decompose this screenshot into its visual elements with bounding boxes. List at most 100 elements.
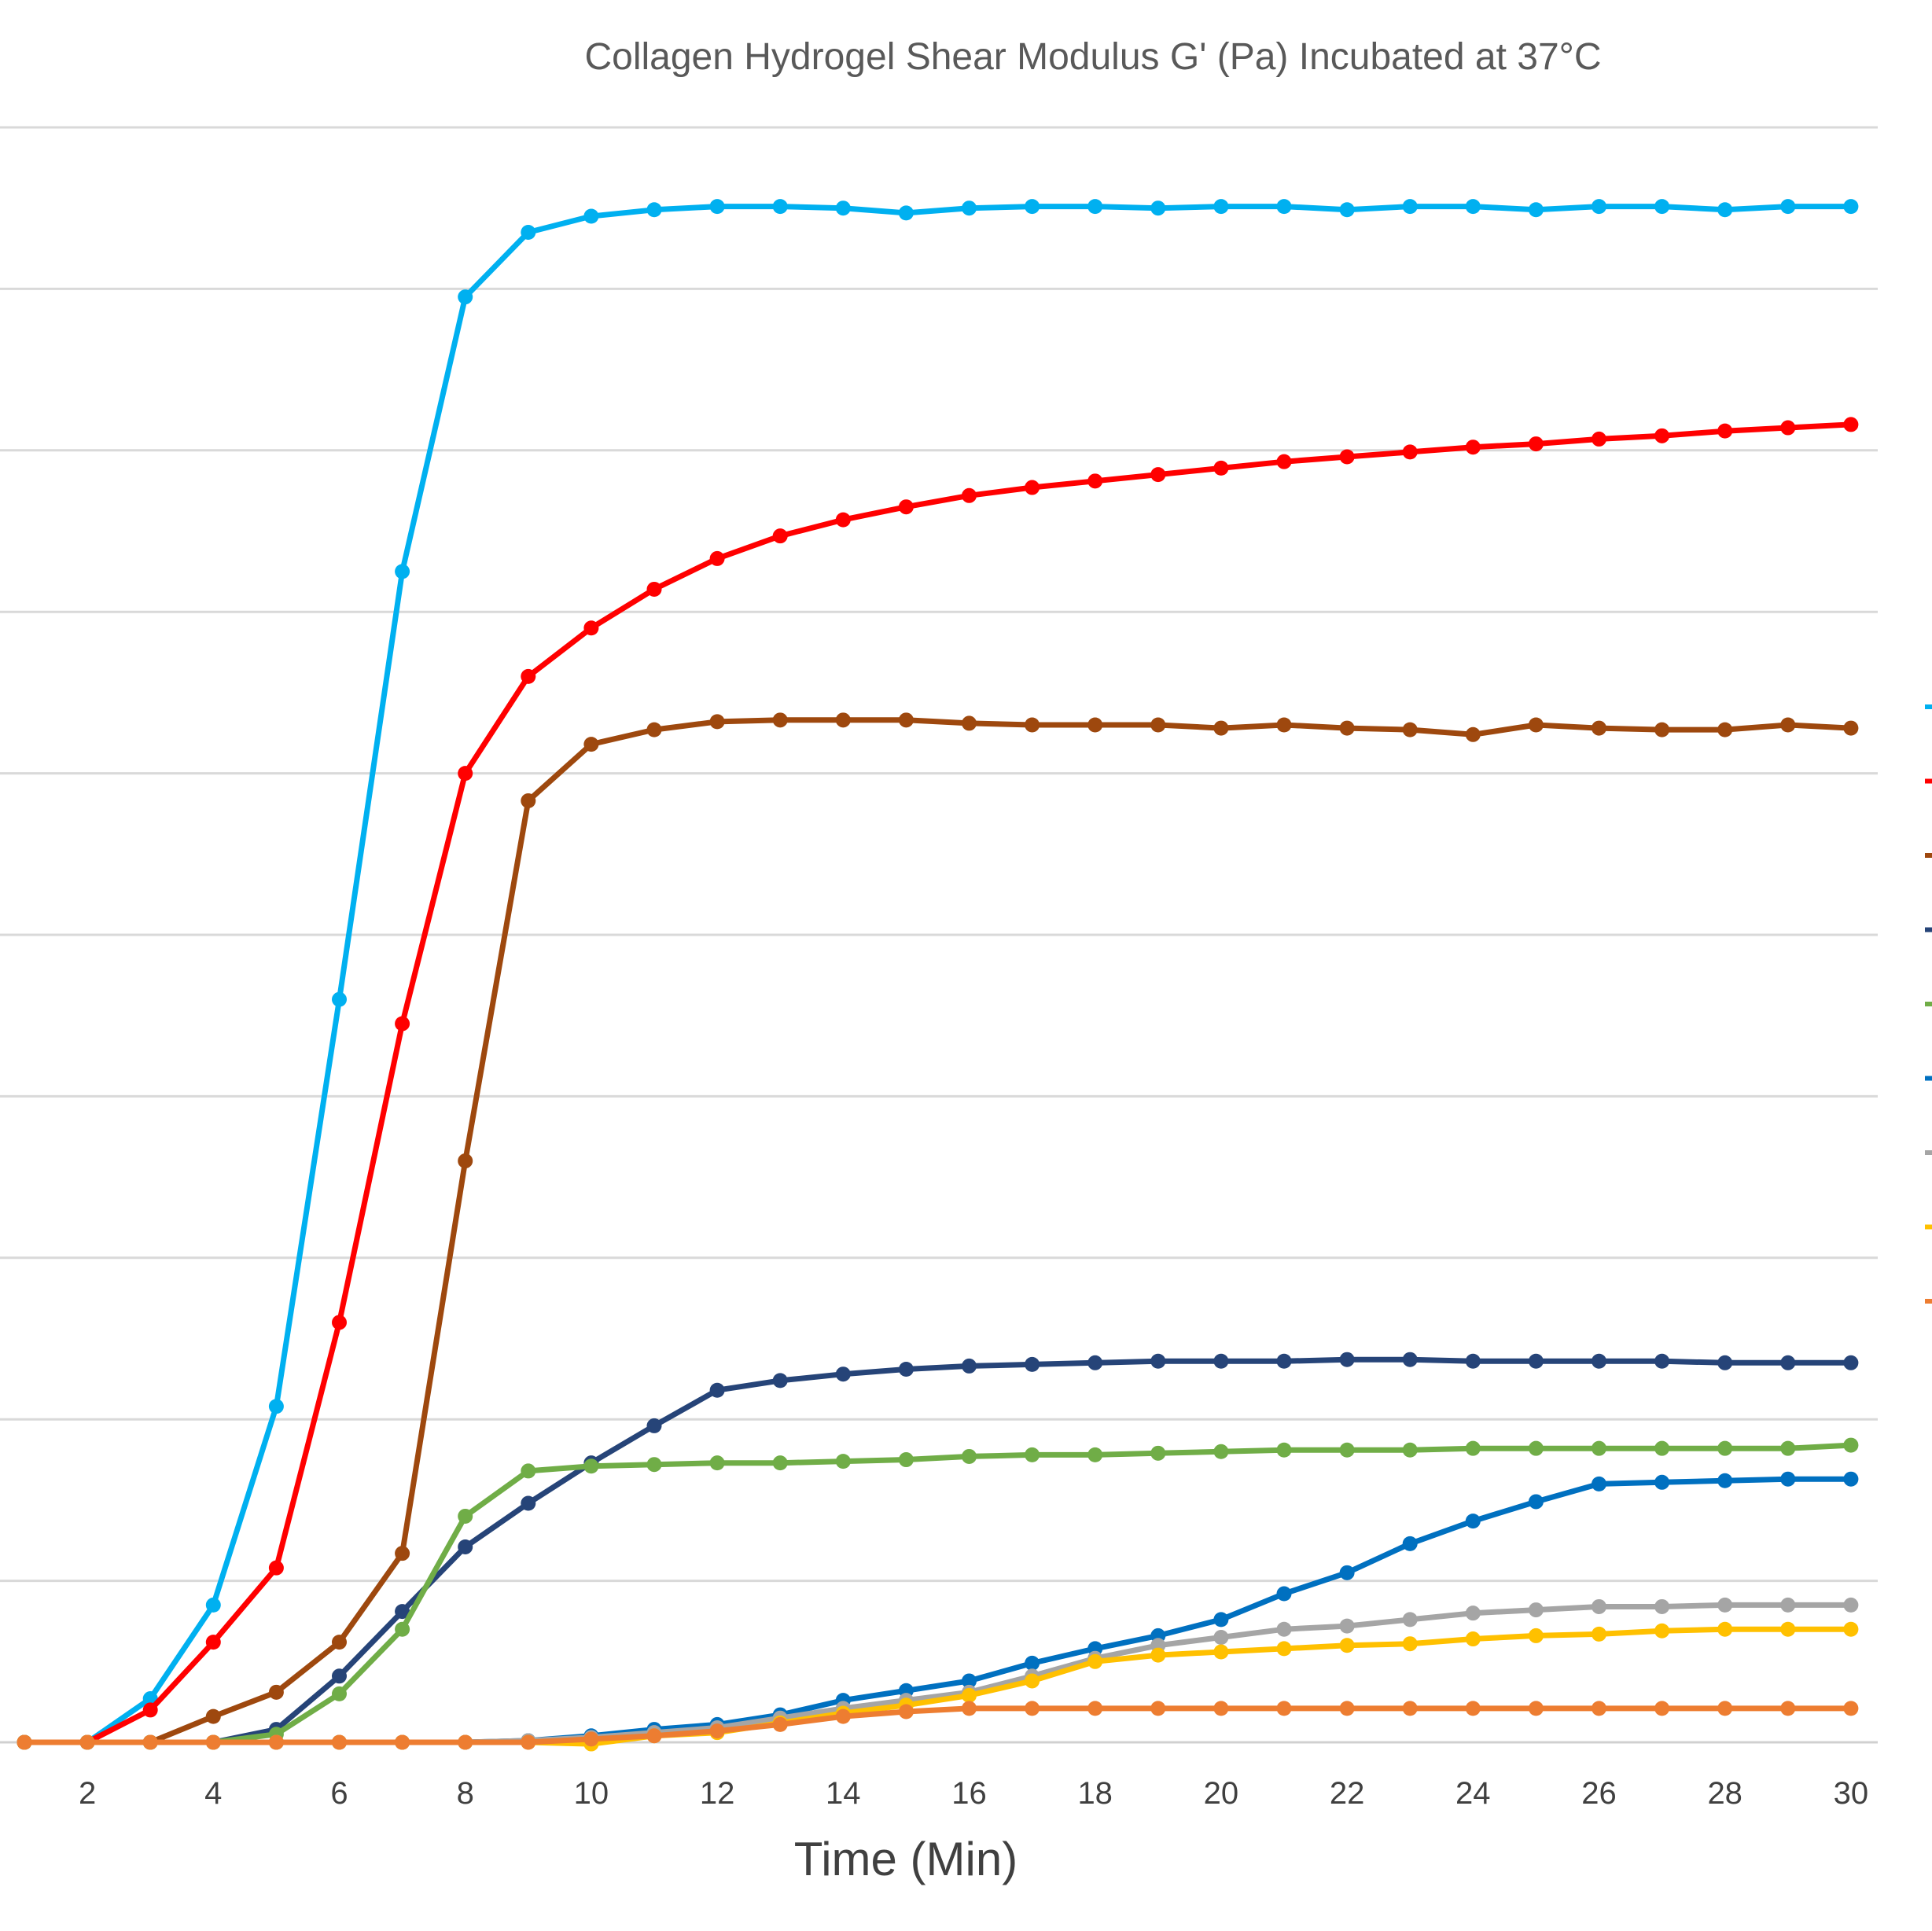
series-0-line <box>21 204 1854 1745</box>
series-7-point <box>962 1687 977 1703</box>
series-4-point <box>1592 1440 1606 1456</box>
series-0-point <box>1025 199 1040 215</box>
series-2-point <box>1528 717 1544 733</box>
series-0-point <box>962 200 977 216</box>
series-5-point <box>1654 1474 1670 1490</box>
chart-title: Collagen Hydrogel Shear Modulus G' (Pa) … <box>584 36 1601 78</box>
legend <box>1925 704 1932 1304</box>
series-3-point <box>458 1539 473 1554</box>
series-1-line <box>21 421 1854 1745</box>
series-0-point <box>583 208 599 224</box>
series-0-point <box>1402 199 1418 215</box>
series-4-point <box>1780 1440 1796 1456</box>
series-3-point <box>1592 1353 1606 1369</box>
series-7-point <box>1717 1621 1733 1637</box>
series-2-point <box>268 1684 284 1700</box>
series-4-point <box>962 1448 977 1464</box>
series-7-point <box>1592 1626 1606 1642</box>
series-3-point <box>1465 1353 1481 1369</box>
series-5-point <box>1276 1586 1292 1602</box>
series-1-point <box>268 1560 284 1576</box>
series-4-point <box>395 1621 410 1637</box>
series-8-point <box>1592 1701 1606 1716</box>
series-4-point <box>1087 1447 1103 1462</box>
x-tick-label: 4 <box>204 1776 222 1811</box>
series-8-point <box>1780 1701 1796 1716</box>
series-6-point <box>1402 1612 1418 1628</box>
series-2 <box>17 712 1859 1750</box>
series-8-point <box>268 1734 284 1750</box>
series-8-point <box>898 1704 914 1720</box>
series-4-point <box>772 1455 788 1471</box>
series-8-point <box>1276 1701 1292 1716</box>
series-4-line <box>21 1442 1854 1745</box>
series-3-point <box>1654 1353 1670 1369</box>
series-7-point <box>1276 1641 1292 1657</box>
series-2-point <box>395 1546 410 1561</box>
series-8-point <box>646 1728 662 1744</box>
series-5-point <box>1843 1471 1859 1487</box>
series-0 <box>17 199 1859 1750</box>
x-tick-label: 30 <box>1834 1776 1869 1811</box>
series-1-point <box>772 528 788 544</box>
series-2-point <box>1780 717 1796 733</box>
series-3-point <box>1213 1353 1229 1369</box>
series-4-point <box>1465 1440 1481 1456</box>
series-6-point <box>1592 1598 1606 1614</box>
series-5-point <box>1025 1655 1040 1671</box>
series-0-point <box>1654 199 1670 215</box>
series-2-point <box>898 712 914 728</box>
series-3-point <box>772 1373 788 1388</box>
series-0-point <box>1087 199 1103 215</box>
series-8-point <box>1150 1701 1166 1716</box>
series-0-point <box>268 1399 284 1414</box>
series-8-point <box>1654 1701 1670 1716</box>
series-2-point <box>1843 720 1859 736</box>
series-1-point <box>142 1702 158 1718</box>
x-tick-label: 24 <box>1455 1776 1491 1811</box>
series-2-point <box>1150 717 1166 733</box>
series-0-point <box>1528 202 1544 218</box>
series-1-point <box>395 1016 410 1032</box>
series-2-point <box>1276 717 1292 733</box>
series-2-point <box>1654 722 1670 737</box>
series-5-point <box>1592 1476 1606 1491</box>
series-4-point <box>1276 1442 1292 1458</box>
series-1-point <box>898 499 914 515</box>
series-4-point <box>458 1508 473 1524</box>
series-1-point <box>1213 460 1229 476</box>
series-0-point <box>458 289 473 305</box>
series-5-point <box>1339 1565 1355 1580</box>
series-3-point <box>1528 1353 1544 1369</box>
series-1-point <box>1528 436 1544 452</box>
series-1-point <box>1025 480 1040 495</box>
x-tick-label: 20 <box>1204 1776 1239 1811</box>
series-5-point <box>1780 1471 1796 1487</box>
series-2-point <box>1339 720 1355 736</box>
series-4-point <box>1402 1442 1418 1458</box>
series-4-point <box>646 1457 662 1473</box>
series-5-point <box>1213 1612 1229 1628</box>
series-1-point <box>1276 454 1292 469</box>
series-0-point <box>1339 202 1355 218</box>
series-7-point <box>1402 1636 1418 1652</box>
series-5-point <box>1465 1514 1481 1529</box>
series-1 <box>17 417 1859 1750</box>
x-tick-label: 22 <box>1330 1776 1365 1811</box>
series-3-point <box>709 1382 725 1398</box>
series-8-point <box>1402 1701 1418 1716</box>
series-3-point <box>332 1668 347 1684</box>
series-1-point <box>1339 449 1355 465</box>
series-6-point <box>1339 1618 1355 1634</box>
series-4-point <box>521 1463 536 1479</box>
series-8-point <box>1717 1701 1733 1716</box>
series-2-point <box>772 712 788 728</box>
series-8-point <box>1213 1701 1229 1716</box>
series-3-point <box>1087 1355 1103 1370</box>
series-4-point <box>709 1455 725 1471</box>
series-4-point <box>835 1454 851 1469</box>
series-7-point <box>1150 1647 1166 1663</box>
series-8-point <box>835 1708 851 1724</box>
series-2-point <box>1087 717 1103 733</box>
